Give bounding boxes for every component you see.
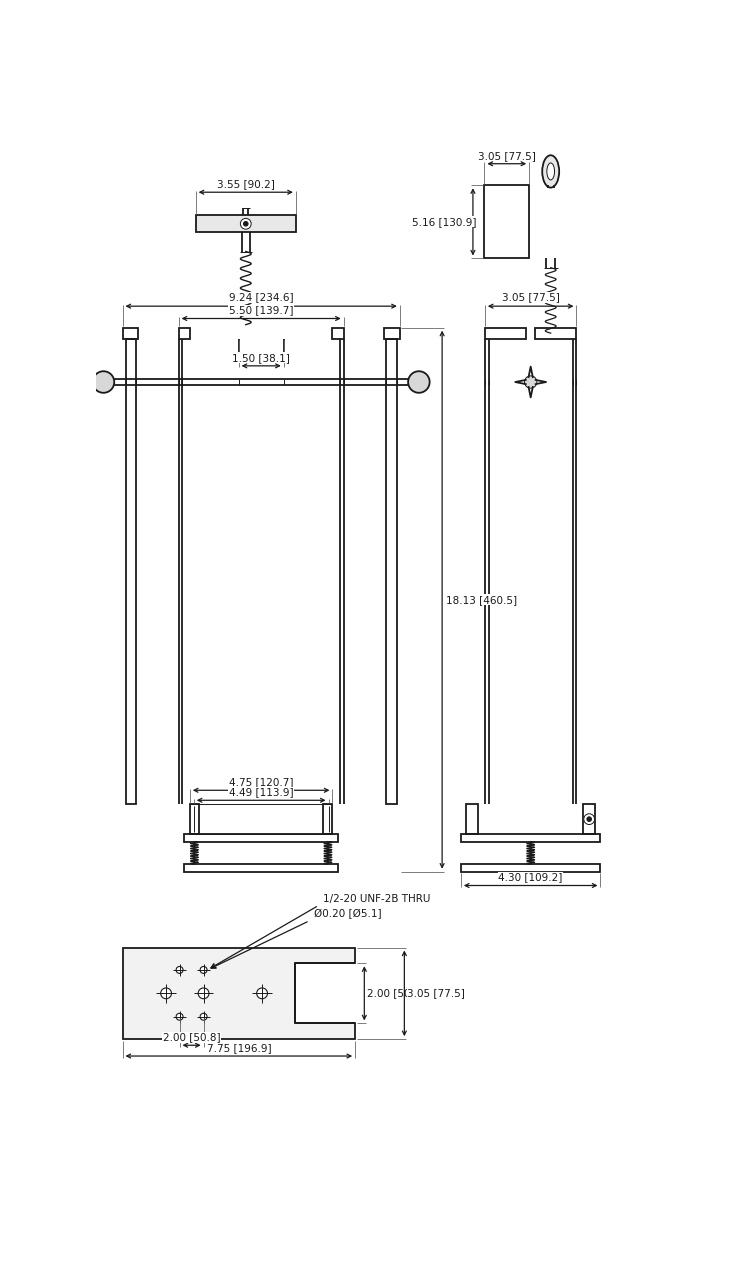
Text: 1/2-20 UNF-2B THRU: 1/2-20 UNF-2B THRU <box>322 894 430 903</box>
Text: 4.30 [109.2]: 4.30 [109.2] <box>499 872 562 883</box>
Polygon shape <box>122 948 355 1039</box>
Bar <box>111 379 411 386</box>
Circle shape <box>198 988 209 999</box>
Bar <box>178 328 190 338</box>
Text: 3.05 [77.5]: 3.05 [77.5] <box>502 292 560 302</box>
Circle shape <box>244 222 248 227</box>
Text: 5.50 [139.7]: 5.50 [139.7] <box>229 305 293 315</box>
Text: 2.00 [50.8]: 2.00 [50.8] <box>368 989 425 998</box>
Bar <box>461 834 601 842</box>
Circle shape <box>160 988 172 999</box>
Bar <box>461 865 601 871</box>
Bar <box>484 186 530 259</box>
Text: 4.75 [120.7]: 4.75 [120.7] <box>229 778 293 788</box>
Bar <box>536 328 577 338</box>
Text: 18.13 [460.5]: 18.13 [460.5] <box>446 594 517 605</box>
Bar <box>466 804 478 834</box>
Ellipse shape <box>542 155 560 187</box>
Circle shape <box>176 966 183 974</box>
Bar <box>386 338 397 804</box>
Bar <box>485 328 526 338</box>
Bar <box>196 215 296 232</box>
Text: 3.55 [90.2]: 3.55 [90.2] <box>217 179 274 190</box>
Text: 1.50 [38.1]: 1.50 [38.1] <box>232 352 290 363</box>
Text: 2.00 [50.8]: 2.00 [50.8] <box>163 1032 220 1043</box>
Circle shape <box>408 371 430 393</box>
Circle shape <box>524 375 537 388</box>
Bar <box>190 804 199 834</box>
Circle shape <box>200 966 207 974</box>
Bar <box>184 834 338 842</box>
Bar <box>126 338 136 804</box>
Bar <box>332 328 344 338</box>
Circle shape <box>93 371 114 393</box>
Text: 3.05 [77.5]: 3.05 [77.5] <box>478 151 536 160</box>
Text: 9.24 [234.6]: 9.24 [234.6] <box>229 292 293 302</box>
Circle shape <box>176 1013 183 1020</box>
Circle shape <box>241 218 251 229</box>
Bar <box>323 804 332 834</box>
Text: Ø0.20 [Ø5.1]: Ø0.20 [Ø5.1] <box>314 910 381 918</box>
Ellipse shape <box>547 163 554 179</box>
Circle shape <box>200 1013 207 1020</box>
Bar <box>184 865 338 871</box>
Circle shape <box>256 988 268 999</box>
Text: 5.16 [130.9]: 5.16 [130.9] <box>412 216 476 227</box>
Bar <box>584 804 596 834</box>
Text: 3.05 [77.5]: 3.05 [77.5] <box>407 989 465 998</box>
Circle shape <box>586 817 592 821</box>
Text: 7.75 [196.9]: 7.75 [196.9] <box>206 1043 272 1053</box>
Bar <box>384 328 400 338</box>
Text: 4.49 [113.9]: 4.49 [113.9] <box>229 788 293 797</box>
Bar <box>122 328 138 338</box>
Circle shape <box>584 813 595 825</box>
